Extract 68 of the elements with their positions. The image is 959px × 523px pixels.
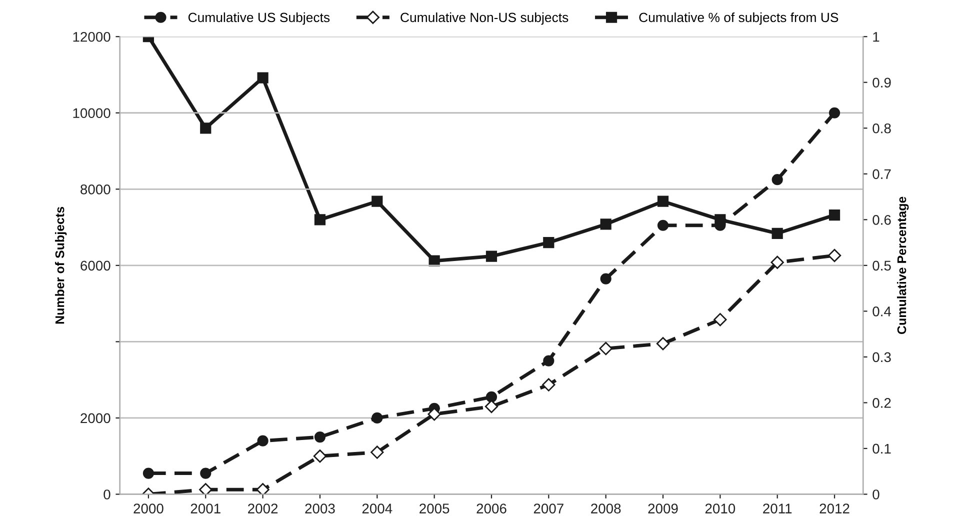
x-tick-label: 2009 [648,504,678,514]
point [199,483,212,494]
point [828,107,840,118]
point [772,228,783,239]
y2-tick-label: 0.6 [872,214,891,225]
y2-tick-label: 1 [873,32,880,42]
point [543,355,554,366]
point [142,468,154,479]
point [542,378,556,392]
point [200,122,212,134]
point [599,342,612,356]
point [772,174,783,186]
point [372,196,383,207]
point [314,431,326,443]
x-tick-label: 2001 [190,504,220,514]
point [314,214,326,226]
point [370,446,384,459]
x-tick-label: 2002 [248,504,278,514]
legend-label: Cumulative % of subjects from US [639,12,838,25]
x-tick-label: 2006 [476,504,506,514]
y2-tick-label: 0.2 [872,398,891,408]
point [257,435,268,446]
y2-tick-label: 0.4 [872,306,892,316]
x-tick-label: 2010 [705,504,736,514]
legend-label: Cumulative Non-US subjects [400,12,568,25]
x-tick-label: 2005 [420,504,450,514]
point [543,236,554,248]
x-tick-label: 2012 [820,504,850,514]
x-tick-label: 2008 [591,504,621,514]
point [313,450,327,463]
y2-tick-label: 0.9 [872,78,891,88]
point [770,256,784,269]
y-tick-label: 6000 [80,260,110,271]
point [656,337,670,350]
y2-tick-label: 0.1 [872,444,891,454]
point [484,400,498,414]
y-tick-label: 12000 [73,32,110,42]
x-tick-label: 2004 [362,504,392,514]
x-tick-label: 2007 [534,504,564,514]
point [200,468,212,479]
y2-tick-label: 0.7 [872,169,891,180]
x-tick-label: 2011 [763,504,792,514]
y-tick-label: 10000 [73,108,110,118]
point [257,72,268,84]
legend-label: Cumulative US Subjects [188,12,330,25]
point [828,248,842,262]
point [657,196,669,207]
x-tick-label: 2003 [305,504,335,514]
y2-tick-label: 0.5 [872,260,891,271]
point [256,483,270,494]
point [828,210,840,221]
y-tick-label: 0 [104,490,110,500]
y2-tick-label: 0.8 [872,123,891,134]
point [372,412,383,424]
y-tick-label: 2000 [80,413,110,424]
point [486,391,498,403]
point [600,218,612,230]
y2-tick-label: 0.3 [872,352,891,362]
point [428,408,441,421]
x-tick-label: 2000 [134,504,164,514]
point [486,250,498,262]
y-tick-label: 8000 [80,184,110,194]
y-axis-title: Number of Subjects [55,206,67,324]
point [600,273,612,284]
y2-tick-label: 0 [872,490,880,500]
y2-axis-title: Cumulative Percentage [896,196,909,334]
point [657,220,669,231]
point [714,312,727,326]
